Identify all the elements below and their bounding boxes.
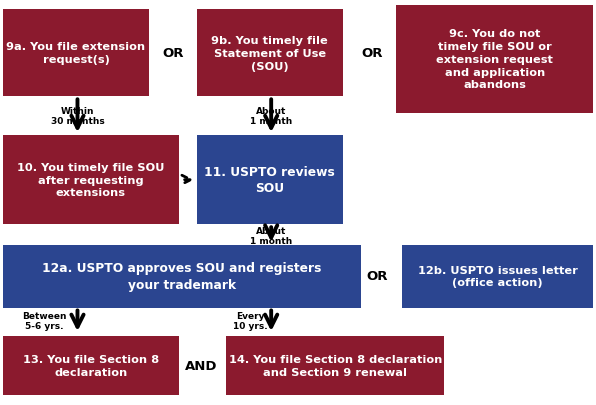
FancyBboxPatch shape (402, 245, 593, 308)
FancyBboxPatch shape (3, 336, 179, 395)
FancyBboxPatch shape (226, 336, 444, 395)
Text: OR: OR (367, 270, 388, 283)
Text: Between
5-6 yrs.: Between 5-6 yrs. (23, 311, 67, 330)
FancyBboxPatch shape (197, 10, 343, 97)
Text: AND: AND (185, 359, 218, 372)
Text: 9a. You file extension
request(s): 9a. You file extension request(s) (7, 42, 145, 65)
FancyBboxPatch shape (396, 6, 593, 113)
Text: About
1 month: About 1 month (250, 107, 292, 126)
Text: OR: OR (162, 47, 184, 60)
FancyBboxPatch shape (3, 245, 361, 308)
FancyBboxPatch shape (3, 10, 149, 97)
Text: 9c. You do not
timely file SOU or
extension request
and application
abandons: 9c. You do not timely file SOU or extens… (436, 29, 553, 90)
Text: Within
30 months: Within 30 months (51, 107, 104, 126)
Text: About
1 month: About 1 month (250, 226, 292, 245)
Text: 12a. USPTO approves SOU and registers
your trademark: 12a. USPTO approves SOU and registers yo… (42, 262, 321, 291)
Text: 9b. You timely file
Statement of Use
(SOU): 9b. You timely file Statement of Use (SO… (212, 36, 328, 71)
Text: 11. USPTO reviews
SOU: 11. USPTO reviews SOU (204, 166, 335, 195)
FancyBboxPatch shape (197, 136, 343, 225)
Text: 10. You timely file SOU
after requesting
extensions: 10. You timely file SOU after requesting… (17, 162, 164, 198)
Text: Every
10 yrs.: Every 10 yrs. (233, 311, 268, 330)
Text: 14. You file Section 8 declaration
and Section 9 renewal: 14. You file Section 8 declaration and S… (228, 354, 442, 377)
Text: 12b. USPTO issues letter
(office action): 12b. USPTO issues letter (office action) (418, 265, 578, 288)
Text: OR: OR (362, 47, 383, 60)
Text: 13. You file Section 8
declaration: 13. You file Section 8 declaration (23, 354, 159, 377)
FancyBboxPatch shape (3, 136, 179, 225)
